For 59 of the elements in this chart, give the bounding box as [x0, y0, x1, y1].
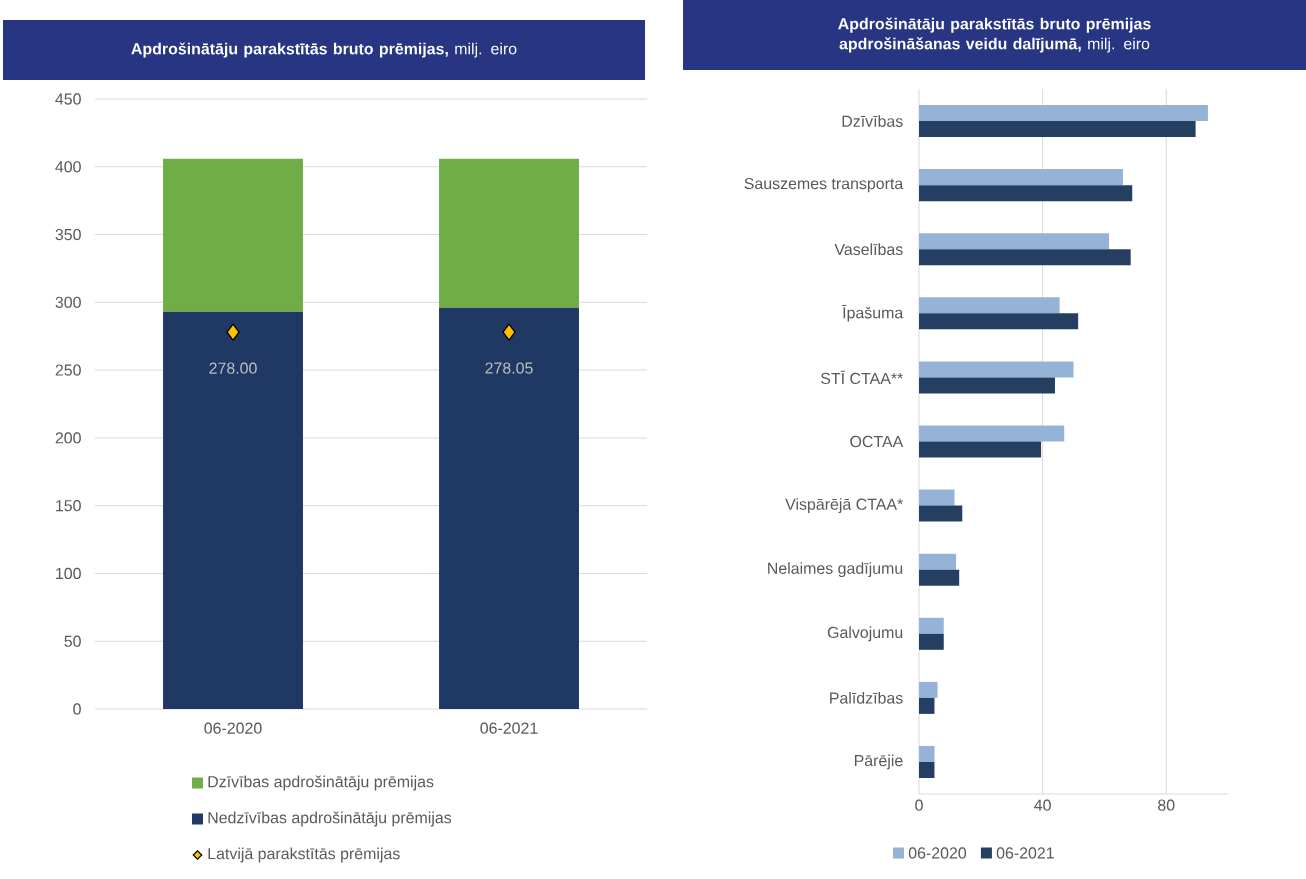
bar [919, 553, 957, 570]
bar [919, 361, 1074, 378]
bar [919, 505, 963, 522]
bar [163, 158, 303, 312]
legend-label: Nedzīvības apdrošinātāju prēmijas [208, 811, 452, 827]
bar [919, 185, 1133, 202]
y-tick-label: STĪ CTAA** [821, 370, 904, 385]
legend-label: Latvijā parakstītās prēmijas [208, 847, 400, 863]
y-tick-label: 200 [55, 432, 81, 444]
y-tick-label: Vispārējā CTAA* [785, 498, 903, 514]
bar [919, 489, 955, 506]
bar [919, 249, 1131, 266]
x-tick-label: 80 [1158, 799, 1175, 811]
bar [439, 307, 579, 709]
bar [919, 761, 935, 778]
y-tick-label: 50 [64, 635, 81, 647]
bar [163, 311, 303, 709]
y-tick-label: Palīdzības [830, 692, 903, 704]
bar [919, 617, 944, 634]
chart-title: Apdrošinātāju parakstītās bruto prēmijas, milj. eiro [131, 42, 517, 58]
bar [919, 105, 1208, 122]
chart-title: Apdrošinātāju parakstītās bruto prēmijas apdrošināšanas veidu dalījumā, milj. eiro [838, 17, 1151, 53]
bar [439, 158, 579, 308]
bar [919, 297, 1060, 314]
bar [919, 441, 1042, 458]
y-tick-label: Nelaimes gadījumu [768, 562, 903, 578]
legend-label: 06-2021 [996, 847, 1054, 859]
bar [919, 233, 1110, 250]
x-tick-label: 40 [1034, 799, 1051, 811]
x-tick-label: 0 [915, 799, 923, 811]
bar [919, 169, 1123, 186]
bar [919, 377, 1055, 394]
bar [919, 681, 938, 698]
y-tick-label: Galvojumu [827, 626, 903, 642]
data-label: 278.05 [485, 362, 533, 374]
y-tick-label: 100 [56, 567, 81, 580]
bar [919, 569, 960, 586]
y-tick-label: 400 [55, 161, 81, 173]
y-tick-label: 250 [55, 364, 81, 376]
bar [919, 313, 1079, 330]
bar [919, 745, 935, 762]
y-tick-label: Pārējie [854, 754, 903, 770]
bar [919, 633, 944, 650]
y-tick-label: Sauszemes transporta [744, 177, 904, 193]
y-tick-label: Īpašuma [842, 305, 904, 322]
data-label: 278.00 [209, 362, 257, 374]
legend-label: Dzīvības apdrošinātāju prēmijas [208, 775, 434, 791]
legend-label: 06-2020 [908, 847, 967, 859]
y-tick-label: 0 [73, 703, 81, 715]
bar [919, 425, 1065, 442]
bar [919, 121, 1196, 138]
y-tick-label: OCTAA [850, 435, 904, 448]
y-tick-label: 300 [55, 296, 81, 308]
y-tick-label: 350 [55, 228, 81, 241]
y-tick-label: Dzīvības [842, 115, 903, 127]
y-tick-label: 450 [55, 93, 81, 105]
y-tick-label: 150 [56, 500, 81, 512]
bar [919, 697, 935, 714]
y-tick-label: Vaselības [834, 243, 903, 256]
